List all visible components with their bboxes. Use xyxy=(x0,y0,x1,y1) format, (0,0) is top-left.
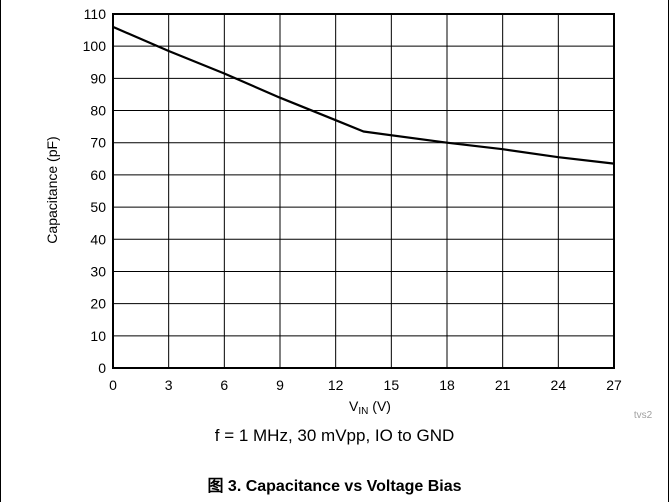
y-tick-label-6: 60 xyxy=(90,167,106,183)
y-tick-label-0: 0 xyxy=(98,360,106,376)
x-tick-label-4: 12 xyxy=(328,377,344,393)
left-border xyxy=(0,0,1,502)
x-axis-title-main: V xyxy=(349,398,359,414)
series-line-0 xyxy=(112,25,615,165)
y-tick-label-2: 20 xyxy=(90,296,106,312)
figure-caption: 图 3. Capacitance vs Voltage Bias xyxy=(207,478,462,495)
y-tick-label-4: 40 xyxy=(90,231,106,247)
figure-id-watermark: tvs2 xyxy=(634,410,653,421)
x-tick-label-5: 15 xyxy=(384,377,400,393)
grid xyxy=(112,13,615,369)
test-conditions: f = 1 MHz, 30 mVpp, IO to GND xyxy=(214,426,455,445)
x-tick-label-3: 9 xyxy=(276,377,284,393)
series-layer xyxy=(112,25,615,165)
x-tick-label-0: 0 xyxy=(109,377,117,393)
x-tick-label-7: 21 xyxy=(495,377,511,393)
x-tick-label-1: 3 xyxy=(165,377,173,393)
x-tick-labels: 0 3 6 9 12 15 18 21 24 27 xyxy=(109,377,622,393)
x-tick-label-2: 6 xyxy=(220,377,228,393)
x-axis-title-unit: (V) xyxy=(368,398,391,414)
y-tick-label-7: 70 xyxy=(90,135,106,151)
y-tick-label-8: 80 xyxy=(90,103,106,119)
x-tick-label-6: 18 xyxy=(439,377,455,393)
y-tick-label-11: 110 xyxy=(84,6,107,22)
y-axis-title: Capacitance (pF) xyxy=(44,136,60,243)
plot-area-border xyxy=(112,13,615,369)
x-tick-label-9: 27 xyxy=(606,377,622,393)
y-tick-labels: 0 10 20 30 40 50 60 70 80 90 100 110 xyxy=(83,6,107,376)
x-axis-title-subscript: IN xyxy=(358,406,368,417)
y-tick-label-9: 90 xyxy=(90,70,106,86)
y-tick-label-10: 100 xyxy=(83,38,107,54)
x-tick-label-8: 24 xyxy=(551,377,567,393)
x-axis-title: VIN (V) xyxy=(349,398,391,417)
y-tick-label-5: 50 xyxy=(90,199,106,215)
y-tick-label-3: 30 xyxy=(90,263,106,279)
y-tick-label-1: 10 xyxy=(90,328,106,344)
